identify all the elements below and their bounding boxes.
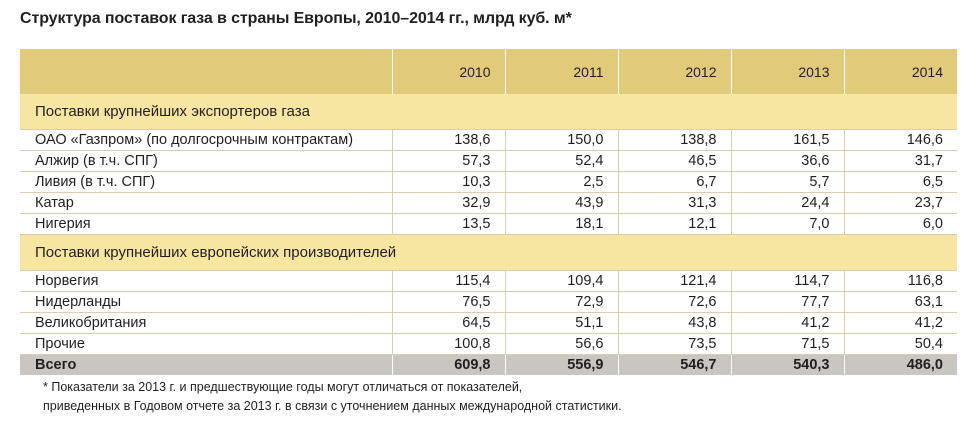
value-cell: 121,4 bbox=[617, 270, 731, 292]
total-label: Всего bbox=[20, 354, 392, 375]
footnote-line: * Показатели за 2013 г. и предшествующие… bbox=[43, 380, 523, 394]
table-row: ОАО «Газпром» (по долгосрочным контракта… bbox=[20, 129, 957, 151]
table-row: Великобритания 64,5 51,1 43,8 41,2 41,2 bbox=[20, 312, 957, 334]
section-heading: Поставки крупнейших европейских производ… bbox=[20, 234, 957, 271]
header-year-2010: 2010 bbox=[391, 49, 505, 94]
value-cell: 2,5 bbox=[504, 171, 618, 193]
total-row: Всего 609,8 556,9 546,7 540,3 486,0 bbox=[20, 354, 957, 375]
row-label: Нигерия bbox=[20, 213, 392, 235]
value-cell: 161,5 bbox=[730, 129, 844, 151]
value-cell: 7,0 bbox=[730, 213, 844, 235]
value-cell: 57,3 bbox=[391, 150, 505, 172]
value-cell: 50,4 bbox=[843, 333, 957, 355]
value-cell: 10,3 bbox=[391, 171, 505, 193]
table-title: Структура поставок газа в страны Европы,… bbox=[20, 10, 572, 27]
value-cell: 46,5 bbox=[617, 150, 731, 172]
total-value-cell: 540,3 bbox=[730, 354, 844, 375]
section-row: Поставки крупнейших экспортеров газа bbox=[20, 94, 957, 130]
value-cell: 52,4 bbox=[504, 150, 618, 172]
value-cell: 115,4 bbox=[391, 270, 505, 292]
value-cell: 32,9 bbox=[391, 192, 505, 214]
value-cell: 23,7 bbox=[843, 192, 957, 214]
row-label: Прочие bbox=[20, 333, 392, 355]
value-cell: 72,6 bbox=[617, 291, 731, 313]
header-year-2011: 2011 bbox=[504, 49, 618, 94]
gas-supply-table-container: 2010 2011 2012 2013 2014 Поставки крупне… bbox=[20, 49, 957, 375]
row-label: Катар bbox=[20, 192, 392, 214]
value-cell: 13,5 bbox=[391, 213, 505, 235]
value-cell: 73,5 bbox=[617, 333, 731, 355]
gas-supply-table: 2010 2011 2012 2013 2014 Поставки крупне… bbox=[20, 49, 957, 375]
value-cell: 41,2 bbox=[730, 312, 844, 334]
table-row: Прочие 100,8 56,6 73,5 71,5 50,4 bbox=[20, 333, 957, 355]
section-heading: Поставки крупнейших экспортеров газа bbox=[20, 94, 957, 130]
value-cell: 6,5 bbox=[843, 171, 957, 193]
value-cell: 72,9 bbox=[504, 291, 618, 313]
value-cell: 56,6 bbox=[504, 333, 618, 355]
value-cell: 71,5 bbox=[730, 333, 844, 355]
value-cell: 150,0 bbox=[504, 129, 618, 151]
footnote: * Показатели за 2013 г. и предшествующие… bbox=[43, 378, 622, 416]
value-cell: 63,1 bbox=[843, 291, 957, 313]
value-cell: 116,8 bbox=[843, 270, 957, 292]
value-cell: 146,6 bbox=[843, 129, 957, 151]
table-row: Ливия (в т.ч. СПГ) 10,3 2,5 6,7 5,7 6,5 bbox=[20, 171, 957, 193]
row-label: ОАО «Газпром» (по долгосрочным контракта… bbox=[20, 129, 392, 151]
value-cell: 24,4 bbox=[730, 192, 844, 214]
value-cell: 43,9 bbox=[504, 192, 618, 214]
header-row: 2010 2011 2012 2013 2014 bbox=[20, 49, 957, 94]
value-cell: 109,4 bbox=[504, 270, 618, 292]
value-cell: 64,5 bbox=[391, 312, 505, 334]
total-value-cell: 556,9 bbox=[504, 354, 618, 375]
value-cell: 5,7 bbox=[730, 171, 844, 193]
value-cell: 138,6 bbox=[391, 129, 505, 151]
table-row: Нидерланды 76,5 72,9 72,6 77,7 63,1 bbox=[20, 291, 957, 313]
total-value-cell: 486,0 bbox=[843, 354, 957, 375]
value-cell: 31,7 bbox=[843, 150, 957, 172]
row-label: Ливия (в т.ч. СПГ) bbox=[20, 171, 392, 193]
value-cell: 76,5 bbox=[391, 291, 505, 313]
table-row: Катар 32,9 43,9 31,3 24,4 23,7 bbox=[20, 192, 957, 214]
row-label: Норвегия bbox=[20, 270, 392, 292]
value-cell: 6,0 bbox=[843, 213, 957, 235]
row-label: Алжир (в т.ч. СПГ) bbox=[20, 150, 392, 172]
value-cell: 77,7 bbox=[730, 291, 844, 313]
value-cell: 31,3 bbox=[617, 192, 731, 214]
value-cell: 41,2 bbox=[843, 312, 957, 334]
header-year-2013: 2013 bbox=[730, 49, 844, 94]
value-cell: 138,8 bbox=[617, 129, 731, 151]
row-label: Великобритания bbox=[20, 312, 392, 334]
table-body: Поставки крупнейших экспортеров газа ОАО… bbox=[20, 94, 957, 375]
value-cell: 43,8 bbox=[617, 312, 731, 334]
table-row: Нигерия 13,5 18,1 12,1 7,0 6,0 bbox=[20, 213, 957, 235]
section-row: Поставки крупнейших европейских производ… bbox=[20, 234, 957, 271]
value-cell: 100,8 bbox=[391, 333, 505, 355]
row-label: Нидерланды bbox=[20, 291, 392, 313]
value-cell: 18,1 bbox=[504, 213, 618, 235]
value-cell: 12,1 bbox=[617, 213, 731, 235]
footnote-line: приведенных в Годовом отчете за 2013 г. … bbox=[43, 399, 622, 413]
table-row: Алжир (в т.ч. СПГ) 57,3 52,4 46,5 36,6 3… bbox=[20, 150, 957, 172]
value-cell: 51,1 bbox=[504, 312, 618, 334]
header-label-cell bbox=[20, 49, 392, 94]
value-cell: 6,7 bbox=[617, 171, 731, 193]
header-year-2012: 2012 bbox=[617, 49, 731, 94]
table-row: Норвегия 115,4 109,4 121,4 114,7 116,8 bbox=[20, 270, 957, 292]
value-cell: 114,7 bbox=[730, 270, 844, 292]
value-cell: 36,6 bbox=[730, 150, 844, 172]
header-year-2014: 2014 bbox=[843, 49, 957, 94]
total-value-cell: 546,7 bbox=[617, 354, 731, 375]
total-value-cell: 609,8 bbox=[391, 354, 505, 375]
